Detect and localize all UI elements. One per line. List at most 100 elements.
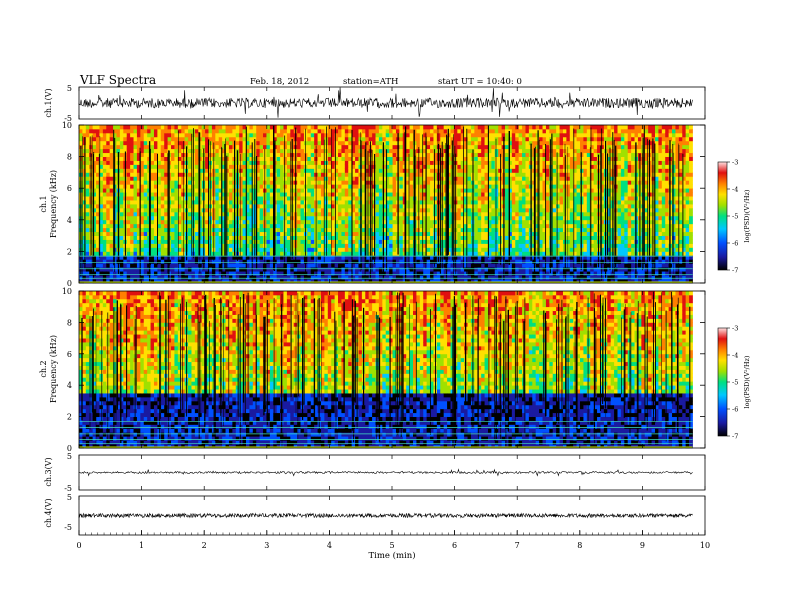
spectrogram-cell xyxy=(484,140,489,146)
spectrogram-cell xyxy=(395,259,400,264)
spectrogram-cell xyxy=(491,243,496,248)
spectrogram-cell xyxy=(205,279,209,284)
spectrogram-cell xyxy=(228,271,233,276)
spectrogram-cell xyxy=(297,200,301,205)
spectrogram-cell xyxy=(338,215,342,221)
spectrogram-cell xyxy=(99,168,104,173)
spectrogram-cell xyxy=(447,235,451,240)
spectrogram-cell xyxy=(467,263,472,268)
spectrogram-cell xyxy=(109,275,114,280)
spectrogram-cell xyxy=(348,239,353,244)
spectrogram-cell xyxy=(457,200,462,205)
spectrogram-cell xyxy=(218,172,223,177)
spectrogram-cell xyxy=(96,184,100,189)
spectrogram-cell xyxy=(246,136,250,142)
spectrogram-cell xyxy=(310,227,315,233)
spectrogram-cell xyxy=(457,271,462,276)
spectrogram-cell xyxy=(119,215,124,221)
spectrogram-cell xyxy=(106,144,111,150)
spectrogram-cell xyxy=(375,215,380,221)
spectrogram-cell xyxy=(317,275,322,280)
spectrogram-cell xyxy=(467,219,472,225)
spectrogram-cell xyxy=(246,168,250,173)
spectrogram-cell xyxy=(300,172,305,177)
spectrogram-cell xyxy=(164,188,169,193)
spectrogram-cell xyxy=(269,184,274,189)
spectrogram-cell xyxy=(153,148,158,154)
spectrogram-cell xyxy=(385,172,390,177)
spectrogram-cell xyxy=(443,279,448,284)
spectrogram-cell xyxy=(409,140,414,146)
spectrogram-cell xyxy=(82,192,87,197)
spectrogram-cell xyxy=(130,215,134,221)
spectrogram-cell xyxy=(460,192,465,197)
spectrogram-cell xyxy=(406,279,410,284)
spectrogram-cell xyxy=(409,144,414,150)
spectrogram-cell xyxy=(133,204,138,209)
spectrogram-cell xyxy=(494,235,499,240)
spectrogram-cell xyxy=(307,184,312,189)
spectrogram-cell xyxy=(334,192,339,197)
spectrogram-cell xyxy=(188,192,192,197)
spectrogram-cell xyxy=(205,148,209,154)
spectrogram-cell xyxy=(269,144,274,150)
spectrogram-cell xyxy=(447,140,451,146)
spectrogram-cell xyxy=(474,168,479,173)
spectrogram-cell xyxy=(102,211,107,217)
spectrogram-cell xyxy=(266,188,271,193)
spectrogram-cell xyxy=(372,204,376,209)
spectrogram-cell xyxy=(280,223,284,229)
spectrogram-cell xyxy=(143,192,148,197)
spectrogram-cell xyxy=(102,263,107,268)
spectrogram-cell xyxy=(320,215,325,221)
spectrogram-cell xyxy=(194,259,199,264)
spectrogram-cell xyxy=(85,152,90,157)
spectrogram-cell xyxy=(259,243,264,248)
spectrogram-cell xyxy=(242,279,247,284)
spectrogram-cell xyxy=(464,128,468,134)
spectrogram-cell xyxy=(102,176,107,181)
spectrogram-cell xyxy=(106,207,111,213)
spectrogram-cell xyxy=(477,148,482,154)
spectrogram-cell xyxy=(460,215,465,221)
spectrogram-cell xyxy=(239,207,243,213)
spectrogram-cell xyxy=(96,243,100,248)
spectrogram-cell xyxy=(344,231,349,236)
spectrogram-cell xyxy=(423,271,428,276)
spectrogram-cell xyxy=(82,263,87,268)
spectrogram-cell xyxy=(498,219,503,225)
spectrogram-cell xyxy=(310,247,315,252)
spectrogram-cell xyxy=(106,219,111,225)
spectrogram-cell xyxy=(235,279,240,284)
spectrogram-cell xyxy=(310,196,315,201)
spectrogram-cell xyxy=(150,279,155,284)
spectrogram-cell xyxy=(201,271,206,276)
spectrogram-cell xyxy=(222,136,226,142)
spectrogram-cell xyxy=(266,219,271,225)
spectrogram-cell xyxy=(331,235,336,240)
spectrogram-cell xyxy=(491,172,496,177)
spectrogram-cell xyxy=(385,144,390,150)
spectrogram-cell xyxy=(171,255,175,260)
spectrogram-cell xyxy=(474,251,479,256)
spectrogram-cell xyxy=(423,152,428,157)
spectrogram-cell xyxy=(338,156,342,161)
spectrogram-cell xyxy=(150,239,155,244)
spectrogram-cell xyxy=(385,259,390,264)
spectrogram-cell xyxy=(491,168,496,173)
spectrogram-cell xyxy=(481,188,485,193)
spectrogram-cell xyxy=(361,227,366,233)
spectrogram-cell xyxy=(174,192,179,197)
spectrogram-cell xyxy=(140,255,145,260)
spectrogram-cell xyxy=(222,200,226,205)
spectrogram-cell xyxy=(99,176,104,181)
spectrogram-cell xyxy=(208,271,213,276)
spectrogram-cell xyxy=(484,279,489,284)
spectrogram-cell xyxy=(102,239,107,244)
spectrogram-cell xyxy=(303,136,308,142)
spectrogram-cell xyxy=(136,132,141,138)
spectrogram-cell xyxy=(256,136,261,142)
spectrogram-cell xyxy=(385,168,390,173)
spectrogram-cell xyxy=(228,215,233,221)
spectrogram-cell xyxy=(327,168,332,173)
